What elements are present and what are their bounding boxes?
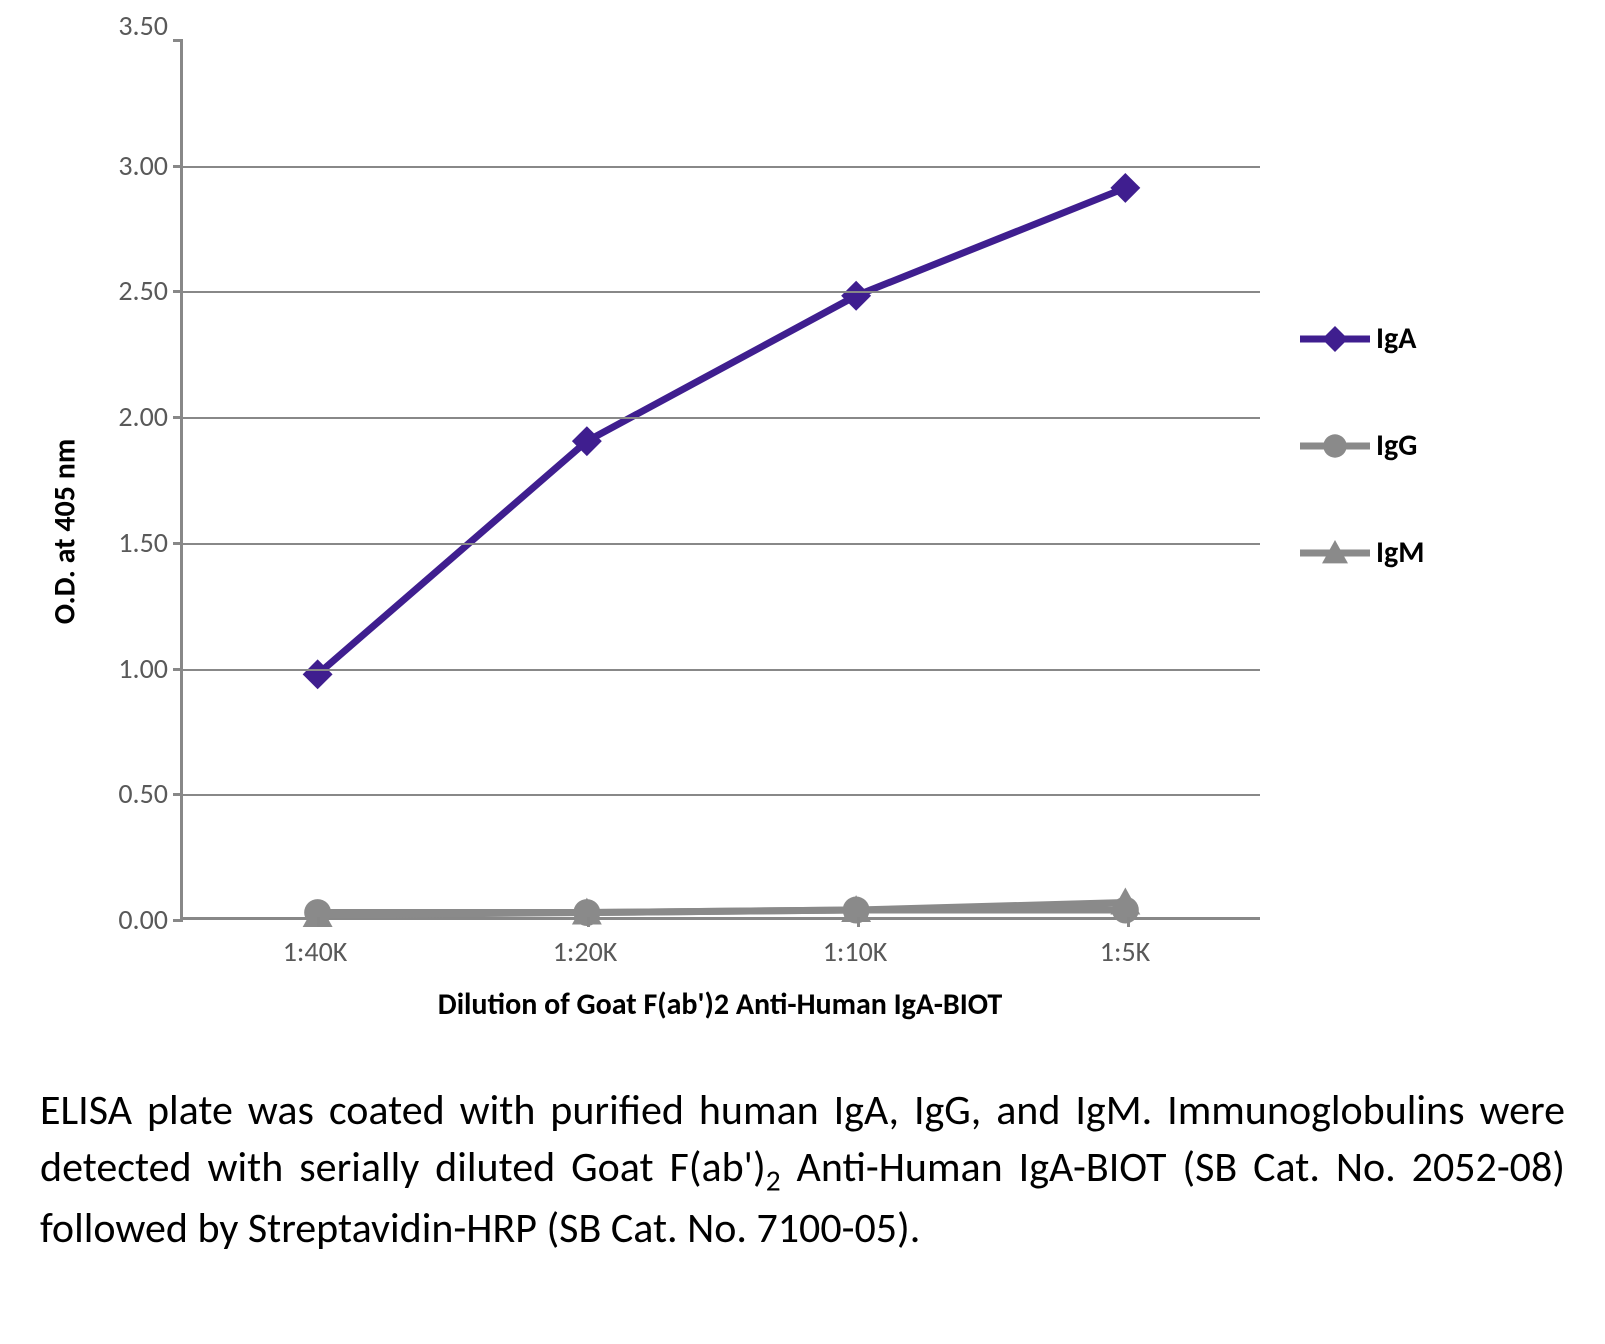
legend-label: IgG (1376, 427, 1417, 464)
x-tick-label: 1:40K (265, 934, 365, 969)
y-axis-label: O.D. at 405 nm (47, 439, 84, 625)
y-tick-label: 1.50 (118, 529, 168, 557)
legend-label: IgM (1376, 534, 1424, 571)
caption: ELISA plate was coated with purified hum… (40, 1083, 1565, 1257)
plot-area (180, 40, 1260, 920)
y-tick-label: 2.00 (118, 403, 168, 431)
y-tick-label: 0.00 (118, 906, 168, 934)
y-tick-mark (173, 542, 183, 545)
y-tick-mark (173, 165, 183, 168)
gridline (183, 543, 1260, 545)
y-tick-mark (173, 39, 183, 42)
y-tick-mark (173, 668, 183, 671)
y-tick-label: 0.50 (118, 780, 168, 808)
legend-swatch (1300, 431, 1370, 461)
legend-item-IgG: IgG (1300, 427, 1424, 464)
plot-block: 3.503.002.502.001.501.000.500.00 IgAIgGI… (90, 40, 1424, 1023)
y-tick-mark (173, 290, 183, 293)
plot-row: 3.503.002.502.001.501.000.500.00 IgAIgGI… (90, 40, 1424, 920)
series-line-IgA (318, 188, 1126, 674)
marker-diamond (1110, 173, 1140, 203)
legend-item-IgM: IgM (1300, 534, 1424, 571)
legend-label: IgA (1376, 320, 1416, 357)
gridline (183, 669, 1260, 671)
y-axis-ticks: 3.503.002.502.001.501.000.500.00 (90, 40, 180, 920)
legend: IgA IgG IgM (1300, 320, 1424, 641)
marker-circle (1323, 434, 1346, 457)
y-tick-label: 3.50 (118, 12, 168, 40)
gridline (183, 166, 1260, 168)
gridline (183, 794, 1260, 796)
marker-triangle (1322, 540, 1348, 563)
gridline (183, 291, 1260, 293)
y-tick-mark (173, 416, 183, 419)
chart: O.D. at 405 nm 3.503.002.502.001.501.000… (40, 40, 1565, 1023)
y-tick-label: 2.50 (118, 277, 168, 305)
x-axis-label: Dilution of Goat F(ab')2 Anti-Human IgA-… (180, 986, 1260, 1023)
y-tick-label: 1.00 (118, 655, 168, 683)
gridline (183, 417, 1260, 419)
y-axis-label-wrap: O.D. at 405 nm (40, 92, 90, 972)
x-tick-label: 1:10K (805, 934, 905, 969)
x-axis-ticks: 1:40K1:20K1:10K1:5K (180, 920, 1260, 956)
x-tick-label: 1:5K (1075, 934, 1175, 969)
marker-diamond (841, 281, 871, 311)
legend-swatch (1300, 538, 1370, 568)
figure-container: O.D. at 405 nm 3.503.002.502.001.501.000… (40, 40, 1565, 1257)
caption-subscript: 2 (766, 1162, 781, 1198)
marker-diamond (1322, 326, 1348, 352)
x-tick-label: 1:20K (535, 934, 635, 969)
y-tick-mark (173, 793, 183, 796)
y-tick-label: 3.00 (118, 152, 168, 180)
legend-item-IgA: IgA (1300, 320, 1424, 357)
series-svg (183, 40, 1260, 918)
legend-swatch (1300, 324, 1370, 354)
